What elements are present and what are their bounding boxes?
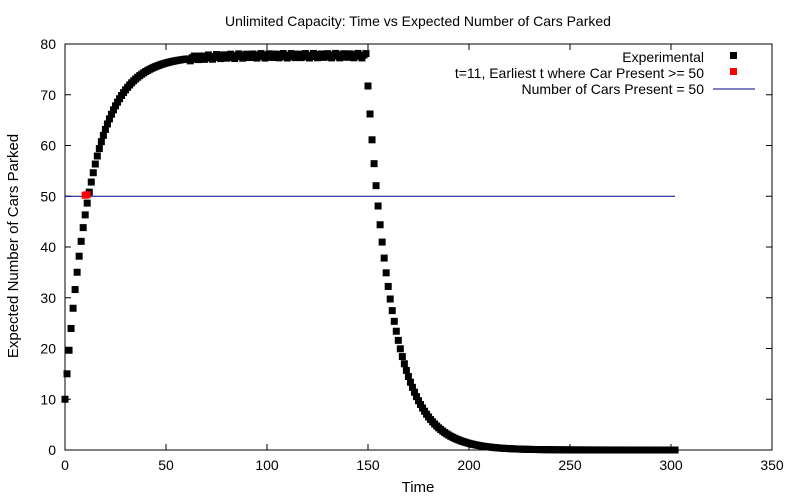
experimental-point <box>394 336 402 344</box>
experimental-point <box>410 388 418 396</box>
plot-border <box>64 43 773 451</box>
experimental-point <box>71 286 79 294</box>
experimental-point <box>79 224 87 232</box>
experimental-point <box>61 395 69 403</box>
experimental-point <box>386 295 394 303</box>
experimental-point <box>374 202 382 210</box>
experimental-point <box>83 199 91 207</box>
legend-label-experimental: Experimental <box>622 49 704 65</box>
experimental-point <box>91 160 99 168</box>
experimental-point <box>398 353 406 361</box>
experimental-point <box>408 383 416 391</box>
experimental-point <box>101 125 109 133</box>
y-tick-label: 20 <box>40 341 56 357</box>
experimental-points-layer <box>61 49 679 454</box>
experimental-point <box>671 446 679 454</box>
experimental-point <box>63 370 71 378</box>
experimental-point <box>93 152 101 160</box>
experimental-point <box>103 120 111 128</box>
experimental-point <box>364 82 372 90</box>
x-tick-label: 100 <box>255 457 279 473</box>
chart-title: Unlimited Capacity: Time vs Expected Num… <box>225 13 611 29</box>
x-tick-label: 150 <box>356 457 380 473</box>
experimental-point <box>415 397 422 405</box>
x-tick-label: 200 <box>457 457 481 473</box>
experimental-point <box>380 254 388 262</box>
y-tick-label: 40 <box>40 239 56 255</box>
threshold-points-layer <box>81 191 91 199</box>
experimental-point <box>95 145 103 153</box>
experimental-point <box>366 110 374 118</box>
y-tick-label: 30 <box>40 290 56 306</box>
experimental-point <box>75 252 83 260</box>
experimental-point <box>89 169 97 177</box>
y-tick-label: 10 <box>40 391 56 407</box>
experimental-point <box>67 324 75 332</box>
experimental-point <box>404 373 412 381</box>
experimental-point <box>390 317 398 325</box>
y-tick-label: 70 <box>40 87 56 103</box>
experimental-point <box>378 238 386 246</box>
experimental-point <box>376 221 384 229</box>
x-tick-label: 350 <box>760 457 784 473</box>
experimental-point <box>372 182 380 190</box>
experimental-point <box>69 304 77 312</box>
experimental-point <box>107 110 115 118</box>
experimental-point <box>362 50 370 58</box>
experimental-point <box>370 160 378 168</box>
experimental-point <box>396 345 404 353</box>
experimental-point <box>382 269 390 277</box>
threshold-point <box>83 191 91 199</box>
experimental-point <box>112 102 119 110</box>
y-tick-label: 50 <box>40 188 56 204</box>
experimental-point <box>81 211 89 219</box>
x-tick-label: 250 <box>558 457 582 473</box>
experimental-point <box>97 138 105 146</box>
experimental-point <box>412 393 420 401</box>
y-tick-label: 80 <box>40 36 56 52</box>
plot-frame <box>64 43 773 451</box>
x-tick-label: 300 <box>659 457 683 473</box>
experimental-point <box>384 282 392 290</box>
x-tick-label: 0 <box>61 457 69 473</box>
x-tick-label: 50 <box>158 457 174 473</box>
legend-marker-threshold <box>730 68 737 75</box>
experimental-point <box>99 131 107 139</box>
experimental-point <box>65 346 73 354</box>
legend-label-reference-line: Number of Cars Present = 50 <box>522 81 705 97</box>
experimental-point <box>388 307 396 315</box>
legend-label-threshold: t=11, Earliest t where Car Present >= 50 <box>455 65 704 81</box>
experimental-point <box>406 378 414 386</box>
experimental-point <box>109 106 117 114</box>
experimental-point <box>392 327 400 335</box>
legend: Experimental t=11, Earliest t where Car … <box>455 49 755 97</box>
y-ticks: 0 10 20 30 40 50 60 70 80 <box>40 36 772 458</box>
y-axis-label: Expected Number of Cars Parked <box>5 134 22 358</box>
x-ticks: 0 50 100 150 200 250 300 350 <box>61 44 784 473</box>
experimental-point <box>77 237 85 245</box>
x-axis-label: Time <box>402 479 435 496</box>
experimental-point <box>368 136 376 144</box>
experimental-point <box>400 360 408 368</box>
experimental-point <box>194 56 202 64</box>
legend-marker-experimental <box>730 52 737 59</box>
experimental-point <box>87 178 95 186</box>
experimental-point <box>402 366 410 374</box>
y-tick-label: 0 <box>48 442 56 458</box>
y-tick-label: 60 <box>40 138 56 154</box>
experimental-point <box>73 268 81 276</box>
experimental-point <box>105 115 113 123</box>
